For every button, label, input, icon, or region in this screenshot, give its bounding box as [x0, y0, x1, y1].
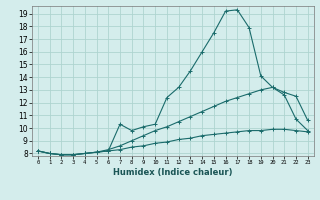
X-axis label: Humidex (Indice chaleur): Humidex (Indice chaleur) — [113, 168, 233, 177]
